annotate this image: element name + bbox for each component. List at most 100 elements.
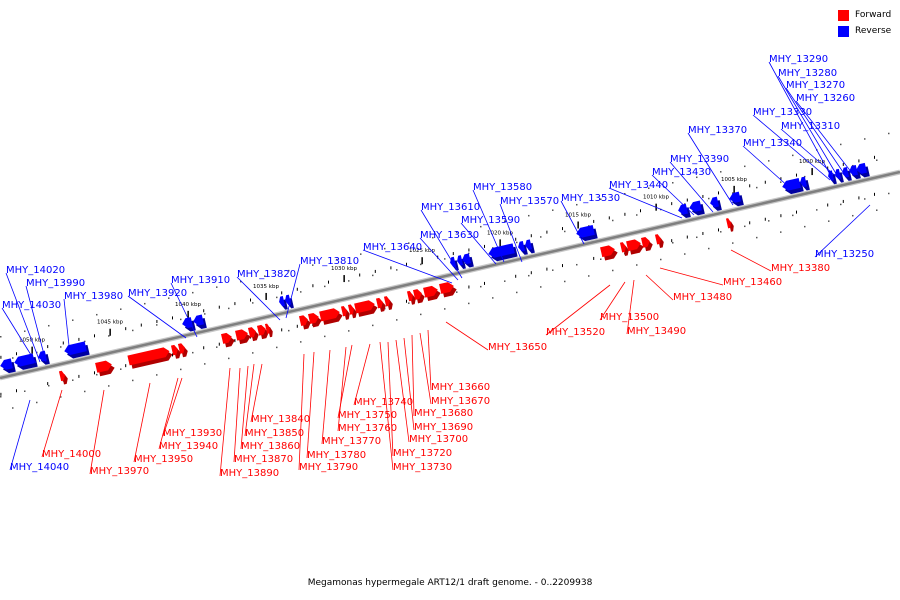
gene-label-text: MHY_13590 bbox=[461, 215, 520, 226]
gene-label-mhy-14000: MHY_14000 bbox=[41, 389, 101, 460]
axis-tick-label: 1015 kbp bbox=[565, 213, 591, 219]
gene-label-text: MHY_13460 bbox=[723, 277, 782, 288]
gene-label-text: MHY_13720 bbox=[393, 448, 452, 459]
gene-label-mhy-13810: MHY_13810 bbox=[285, 256, 359, 319]
leader-line bbox=[669, 161, 714, 213]
leader-line bbox=[777, 75, 839, 178]
gene-label-mhy-13340: MHY_13340 bbox=[742, 138, 802, 189]
reverse-gene-12-body bbox=[518, 240, 526, 252]
gene-label-mhy-13890: MHY_13890 bbox=[219, 367, 279, 479]
track-dot bbox=[648, 187, 650, 190]
track-dot bbox=[12, 407, 14, 409]
axis-minor-tick bbox=[234, 302, 236, 306]
gene-labels: MHY_14040MHY_14030MHY_14020MHY_13990MHY_… bbox=[1, 54, 874, 479]
gene-label-mhy-13920: MHY_13920 bbox=[127, 288, 187, 339]
track-dot bbox=[588, 275, 590, 277]
track-dot bbox=[216, 346, 218, 348]
leader-line bbox=[420, 209, 463, 279]
track-dot bbox=[360, 253, 362, 255]
gene-label-text: MHY_13870 bbox=[234, 454, 293, 465]
track-dot bbox=[516, 291, 518, 294]
forward-gene-11-body bbox=[308, 312, 319, 324]
leader-line bbox=[127, 295, 187, 339]
track-dot bbox=[144, 302, 146, 305]
axis-minor-tick bbox=[296, 324, 298, 328]
gene-label-text: MHY_13910 bbox=[171, 275, 230, 286]
leader-line bbox=[387, 341, 394, 457]
axis-minor-tick bbox=[484, 244, 485, 248]
leader-line bbox=[785, 87, 846, 176]
leader-line bbox=[63, 298, 71, 356]
gene-label-mhy-13490: MHY_13490 bbox=[626, 279, 686, 337]
axis-minor-tick bbox=[842, 162, 844, 166]
reverse-gene-8-body bbox=[450, 256, 457, 268]
forward-gene-9 bbox=[264, 323, 273, 338]
track-dot bbox=[192, 351, 194, 354]
axis-minor-tick bbox=[406, 299, 407, 303]
axis-tick-mark bbox=[109, 328, 111, 336]
track-dot bbox=[456, 231, 458, 233]
track-dot bbox=[876, 209, 878, 211]
leader-line bbox=[560, 200, 585, 245]
axis-minor-tick bbox=[718, 228, 719, 232]
axis-minor-tick bbox=[78, 374, 80, 378]
forward-gene-2 bbox=[127, 347, 173, 369]
axis-minor-tick bbox=[203, 309, 205, 313]
track-dot bbox=[816, 209, 818, 211]
axis-minor-tick bbox=[546, 267, 548, 271]
axis-minor-tick bbox=[374, 269, 376, 273]
gene-label-mhy-13390: MHY_13390 bbox=[669, 154, 729, 213]
forward-gene-1-body bbox=[95, 360, 112, 373]
leader-line bbox=[236, 276, 281, 321]
track-dot bbox=[324, 335, 326, 338]
track-dot bbox=[768, 220, 770, 222]
reverse-gene-20 bbox=[800, 176, 810, 191]
gene-label-text: MHY_13430 bbox=[652, 167, 711, 178]
axis-minor-tick bbox=[94, 371, 95, 375]
leader-line bbox=[645, 274, 674, 301]
reverse-gene-18 bbox=[729, 191, 744, 207]
gene-label-mhy-13630: MHY_13630 bbox=[419, 230, 479, 281]
axis-minor-tick bbox=[874, 155, 875, 159]
leader-line bbox=[285, 263, 301, 319]
track-dot bbox=[804, 225, 806, 228]
leader-line bbox=[9, 399, 31, 471]
forward-gene-16 bbox=[375, 297, 386, 312]
gene-label-text: MHY_13490 bbox=[627, 326, 686, 337]
leader-line bbox=[353, 343, 371, 406]
track-dot bbox=[600, 258, 602, 260]
gene-label-text: MHY_13940 bbox=[159, 441, 218, 452]
track-dot bbox=[36, 401, 38, 404]
forward-gene-22-body bbox=[600, 245, 615, 258]
track-dot bbox=[396, 269, 398, 271]
forward-swatch bbox=[838, 10, 849, 21]
gene-label-text: MHY_13390 bbox=[670, 154, 729, 165]
gene-label-text: MHY_13270 bbox=[786, 80, 845, 91]
gene-label-mhy-13440: MHY_13440 bbox=[608, 180, 683, 219]
track-dot bbox=[396, 319, 398, 321]
track-dot bbox=[84, 340, 86, 343]
axis-minor-tick bbox=[359, 273, 361, 277]
gene-label-mhy-13370: MHY_13370 bbox=[687, 125, 747, 206]
reverse-gene-9 bbox=[457, 255, 466, 269]
axis-tick-label: 1030 kbp bbox=[331, 266, 357, 272]
track-dot bbox=[756, 236, 758, 239]
forward-gene-25 bbox=[640, 236, 653, 252]
track-dot bbox=[156, 324, 158, 326]
axis-minor-tick bbox=[874, 192, 875, 196]
track-dot bbox=[456, 291, 458, 293]
axis-minor-tick bbox=[671, 202, 673, 206]
axis-minor-tick bbox=[234, 339, 236, 343]
track-dot bbox=[216, 286, 218, 288]
track-dot bbox=[576, 263, 578, 266]
axis-minor-tick bbox=[328, 280, 329, 284]
forward-gene-27 bbox=[725, 218, 734, 232]
forward-gene-14-body bbox=[347, 304, 354, 315]
leader-line bbox=[1, 307, 37, 364]
gene-label-text: MHY_13820 bbox=[237, 269, 296, 280]
track-dot bbox=[324, 285, 326, 288]
gene-label-text: MHY_13380 bbox=[771, 263, 830, 274]
track-dot bbox=[84, 390, 86, 393]
leader-line bbox=[499, 203, 523, 263]
leader-line bbox=[687, 132, 734, 206]
